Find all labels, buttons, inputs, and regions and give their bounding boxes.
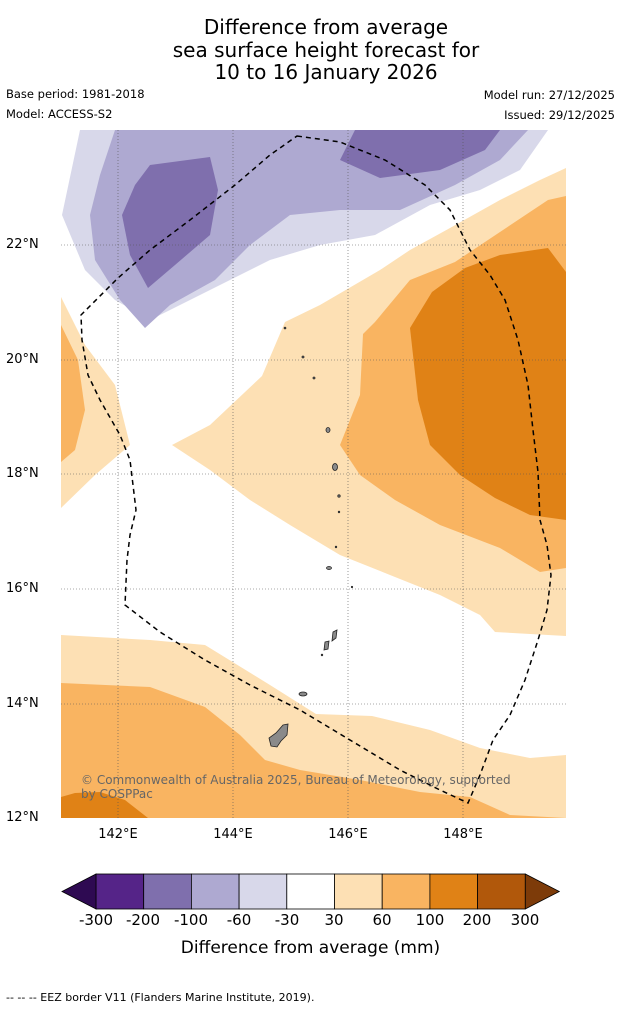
contour-pos-100-east (410, 248, 566, 520)
colorbar-tick--30: -30 (274, 911, 300, 929)
colorbar-bin--100_-60 (190, 873, 240, 910)
lat-label-12n: 12°N (6, 810, 39, 825)
colorbar-bin--200_-100 (143, 873, 192, 910)
chart-title: Difference from average sea surface heig… (0, 16, 621, 84)
colorbar-extend-low (61, 873, 97, 910)
colorbar-tick--300: -300 (78, 911, 114, 929)
lon-label-146e: 146°E (328, 827, 368, 842)
island-saipan (331, 629, 338, 642)
colorbar-tick--60: -60 (226, 911, 252, 929)
lat-label-16n: 16°N (6, 581, 39, 596)
colorbar-tick--100: -100 (173, 911, 209, 929)
title-line-2: sea surface height forecast for (172, 37, 480, 62)
colorbar-tick-30: 30 (324, 911, 344, 929)
island-tinian (323, 640, 330, 651)
contour-neg-100-north (340, 130, 500, 178)
colorbar-tick--200: -200 (125, 911, 161, 929)
island-pagan (332, 463, 338, 471)
title-line-1: Difference from average (203, 15, 449, 39)
lat-label-18n: 18°N (6, 466, 39, 481)
title-line-3: 10 to 16 January 2026 (214, 60, 438, 84)
island-alamagan (337, 494, 341, 498)
island-asuncion (312, 376, 316, 380)
contour-pos-60-south (61, 683, 566, 818)
gridlines (61, 130, 566, 818)
colorbar-bin-30_60 (334, 873, 383, 910)
base-period-label: Base period: 1981-2018 (6, 87, 145, 101)
lat-label-20n: 20°N (6, 352, 39, 367)
map-panel (61, 130, 566, 818)
colorbar-bin--300_-200 (95, 873, 145, 910)
island-guguan (337, 510, 341, 514)
contour-neg-100-west (122, 157, 218, 288)
model-run-label: Model run: 27/12/2025 (483, 88, 615, 102)
island-guam (268, 723, 289, 748)
contour-pos-60-west (61, 325, 85, 462)
lat-label-22n: 22°N (6, 237, 39, 252)
issued-label: Issued: 29/12/2025 (504, 108, 615, 122)
island-aguijan (320, 653, 324, 657)
island-maug (301, 355, 305, 359)
lon-label-148e: 148°E (443, 827, 483, 842)
island-agrihan (325, 427, 331, 433)
contour-pos-30-west (61, 297, 130, 508)
lon-label-142e: 142°E (98, 827, 138, 842)
colorbar-bin-60_100 (381, 873, 431, 910)
colorbar-title: Difference from average (mm) (180, 938, 441, 958)
colorbar-bin-200_300 (477, 873, 526, 910)
contour-pos-100-south (61, 792, 148, 818)
island-rota (298, 691, 308, 697)
colorbar-bin--30_30 (286, 873, 335, 910)
colorbar-tick-100: 100 (415, 911, 445, 929)
colorbar-tick-300: 300 (510, 911, 540, 929)
lat-label-14n: 14°N (6, 696, 39, 711)
eez-footnote: -- -- -- EEZ border V11 (Flanders Marine… (6, 991, 315, 1004)
island-farallon-de-pajaros (283, 326, 287, 330)
island-anatahan (326, 566, 332, 570)
lon-label-144e: 144°E (213, 827, 253, 842)
colorbar-bin-100_200 (429, 873, 478, 910)
islands (268, 326, 354, 748)
island-sarigan (334, 545, 338, 549)
model-label: Model: ACCESS-S2 (6, 107, 113, 121)
colorbar-bin--60_-30 (238, 873, 288, 910)
colorbar-extend-high (524, 873, 561, 910)
copyright-credit: © Commonwealth of Australia 2025, Bureau… (81, 773, 511, 801)
island-farallon-de-medinilla (350, 585, 354, 589)
colorbar-tick-60: 60 (372, 911, 392, 929)
colorbar-tick-200: 200 (462, 911, 492, 929)
